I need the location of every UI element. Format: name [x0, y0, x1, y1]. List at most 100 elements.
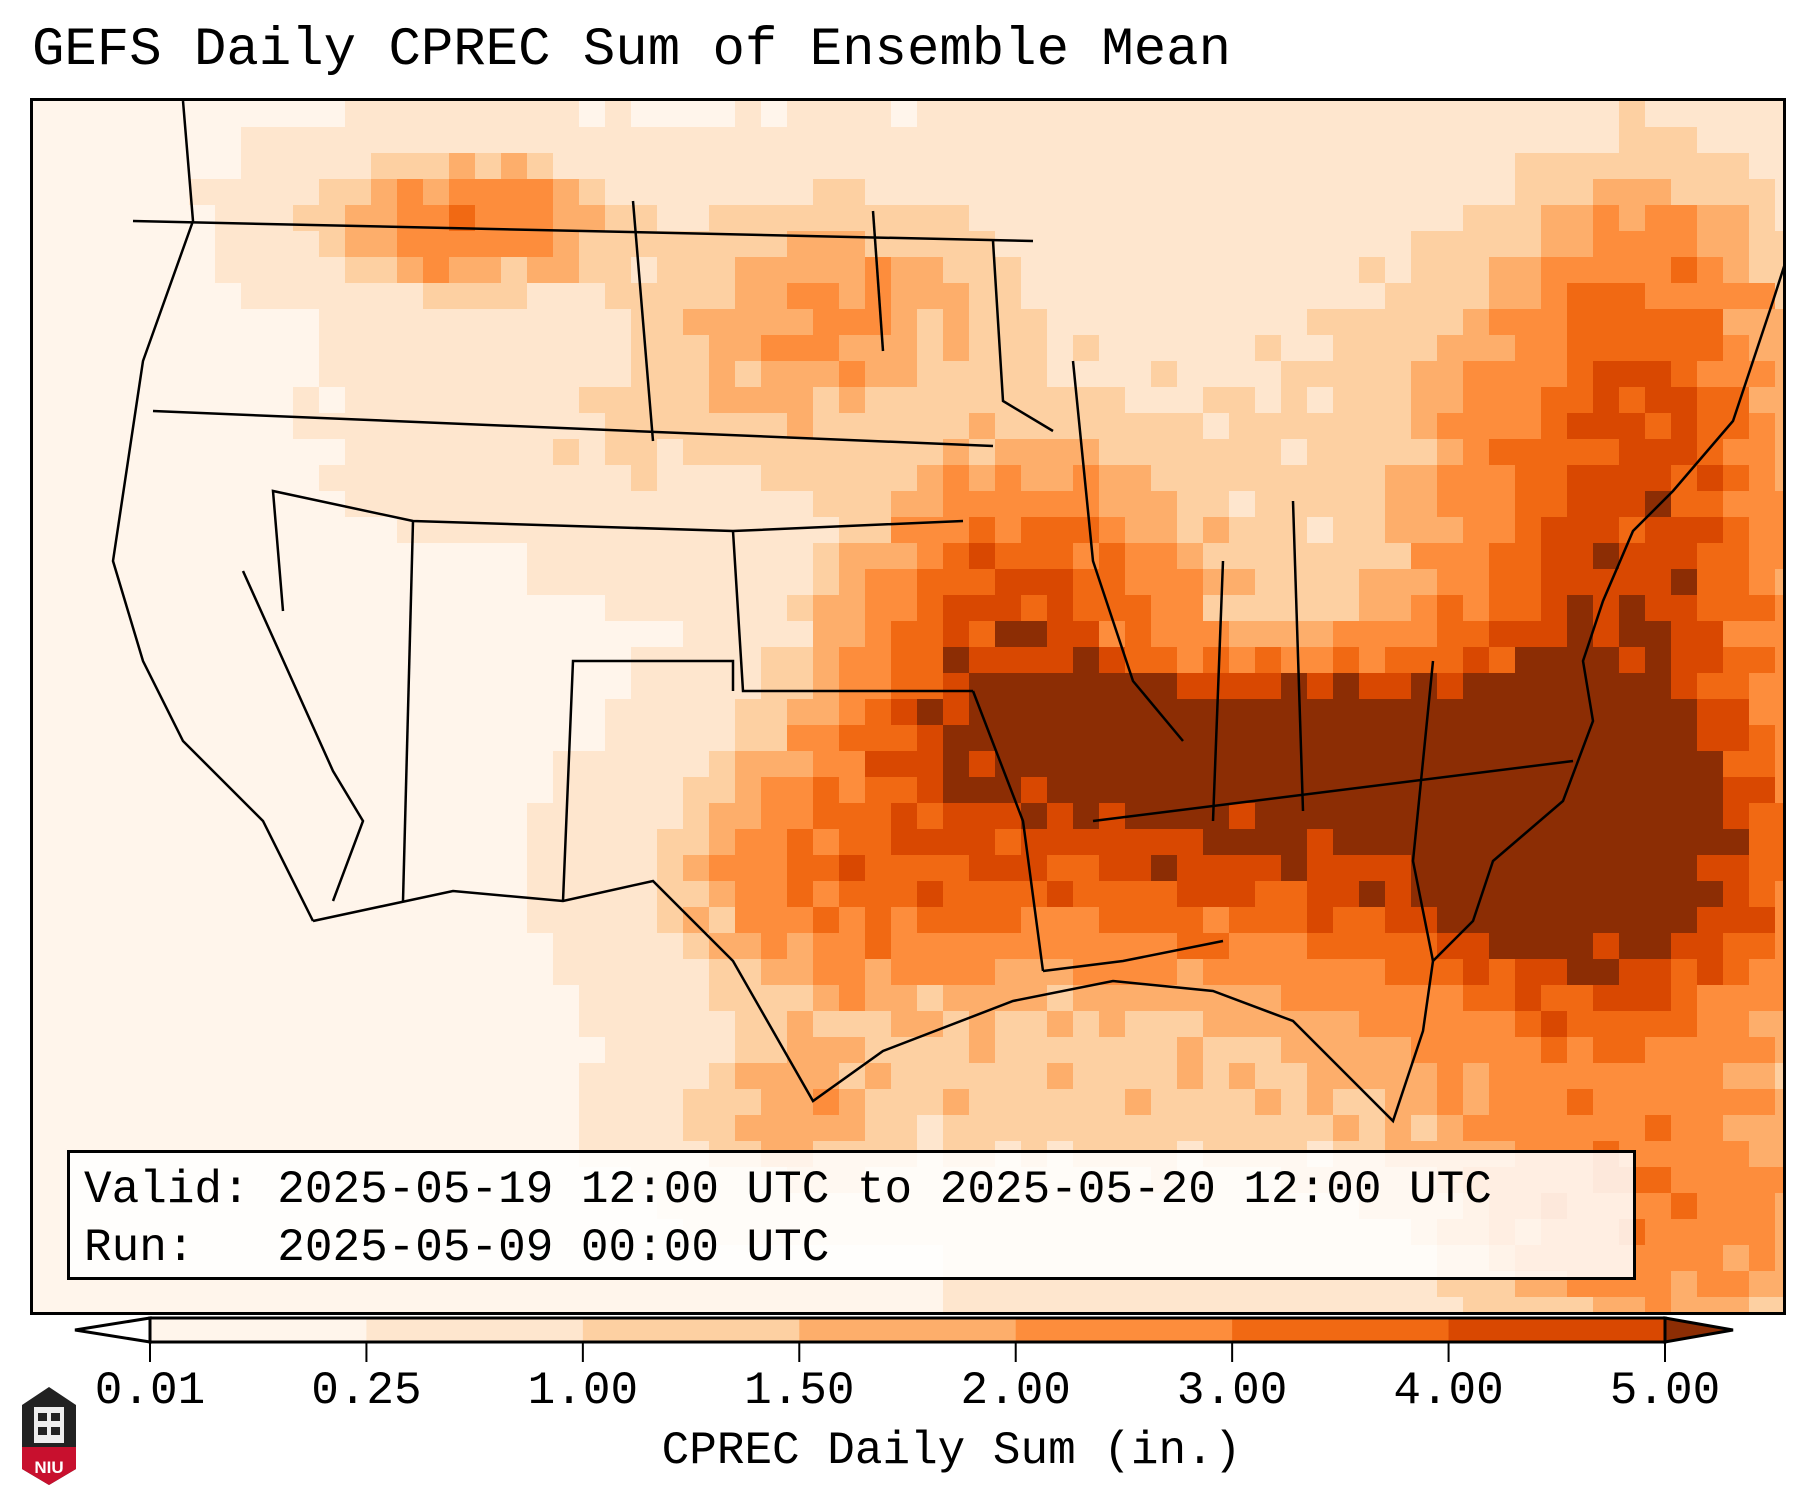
precip-cell — [1151, 595, 1177, 621]
precip-cell — [267, 1297, 293, 1312]
precip-cell — [1125, 569, 1151, 595]
precip-cell — [1697, 569, 1723, 595]
precip-cell — [137, 491, 163, 517]
precip-cell — [59, 699, 85, 725]
precip-cell — [267, 933, 293, 959]
precip-cell — [891, 673, 917, 699]
precip-cell — [475, 699, 501, 725]
precip-cell — [1437, 881, 1463, 907]
precip-cell — [1151, 907, 1177, 933]
precip-cell — [891, 231, 917, 257]
precip-cell — [1515, 1089, 1541, 1115]
precip-cell — [501, 881, 527, 907]
precip-cell — [475, 751, 501, 777]
precip-cell — [631, 283, 657, 309]
precip-cell — [1749, 361, 1775, 387]
precip-cell — [85, 413, 111, 439]
precip-cell — [1073, 569, 1099, 595]
precip-cell — [1515, 881, 1541, 907]
precip-cell — [1047, 673, 1073, 699]
precip-cell — [1515, 1037, 1541, 1063]
precip-cell — [1671, 1089, 1697, 1115]
precip-cell — [267, 673, 293, 699]
precip-cell — [683, 439, 709, 465]
precip-cell — [657, 1089, 683, 1115]
precip-cell — [189, 985, 215, 1011]
precip-cell — [449, 1063, 475, 1089]
precip-cell — [475, 647, 501, 673]
precip-cell — [527, 725, 553, 751]
precip-cell — [1229, 387, 1255, 413]
precip-cell — [683, 465, 709, 491]
precip-cell — [1567, 1115, 1593, 1141]
precip-cell — [1541, 465, 1567, 491]
precip-cell — [293, 101, 319, 127]
precip-cell — [397, 829, 423, 855]
precip-cell — [709, 855, 735, 881]
precip-cell — [371, 439, 397, 465]
precip-cell — [1177, 907, 1203, 933]
precip-cell — [527, 803, 553, 829]
precip-cell — [293, 231, 319, 257]
precip-cell — [657, 725, 683, 751]
precip-cell — [917, 647, 943, 673]
precip-cell — [449, 881, 475, 907]
precip-cell — [917, 569, 943, 595]
precip-cell — [995, 933, 1021, 959]
precip-cell — [1203, 413, 1229, 439]
precip-cell — [319, 205, 345, 231]
precip-cell — [449, 1089, 475, 1115]
precip-cell — [267, 751, 293, 777]
precip-cell — [1697, 1063, 1723, 1089]
precip-cell — [1333, 1297, 1359, 1312]
precip-cell — [1437, 569, 1463, 595]
precip-cell — [1203, 283, 1229, 309]
precip-cell — [501, 491, 527, 517]
precip-cell — [1073, 933, 1099, 959]
precip-cell — [891, 751, 917, 777]
precip-cell — [1229, 205, 1255, 231]
precip-cell — [1697, 1037, 1723, 1063]
precip-cell — [1489, 439, 1515, 465]
precip-cell — [1775, 1089, 1783, 1115]
precip-cell — [1255, 803, 1281, 829]
precip-cell — [579, 361, 605, 387]
precip-cell — [709, 101, 735, 127]
precip-cell — [1723, 881, 1749, 907]
precip-cell — [683, 777, 709, 803]
precip-cell — [735, 257, 761, 283]
precip-cell — [1333, 699, 1359, 725]
precip-cell — [1047, 517, 1073, 543]
precip-cell — [761, 127, 787, 153]
precip-cell — [1073, 1297, 1099, 1312]
precip-cell — [813, 205, 839, 231]
precip-cell — [345, 491, 371, 517]
precip-cell — [1307, 205, 1333, 231]
precip-cell — [1125, 1063, 1151, 1089]
precip-cell — [1255, 231, 1281, 257]
precip-cell — [1619, 283, 1645, 309]
precip-cell — [969, 257, 995, 283]
precip-cell — [1255, 673, 1281, 699]
precip-cell — [1671, 595, 1697, 621]
precip-cell — [1177, 179, 1203, 205]
precip-cell — [1437, 361, 1463, 387]
precip-cell — [1047, 387, 1073, 413]
precip-cell — [163, 1297, 189, 1312]
precip-cell — [657, 153, 683, 179]
precip-cell — [683, 595, 709, 621]
precip-cell — [163, 595, 189, 621]
precip-cell — [813, 673, 839, 699]
precip-cell — [345, 1089, 371, 1115]
precip-cell — [1541, 491, 1567, 517]
precip-cell — [371, 101, 397, 127]
precip-cell — [475, 543, 501, 569]
precip-cell — [423, 1089, 449, 1115]
precip-cell — [371, 751, 397, 777]
precip-cell — [163, 543, 189, 569]
precip-cell — [1099, 439, 1125, 465]
precip-cell — [1619, 933, 1645, 959]
precip-cell — [215, 257, 241, 283]
precip-cell — [839, 621, 865, 647]
precip-cell — [59, 907, 85, 933]
